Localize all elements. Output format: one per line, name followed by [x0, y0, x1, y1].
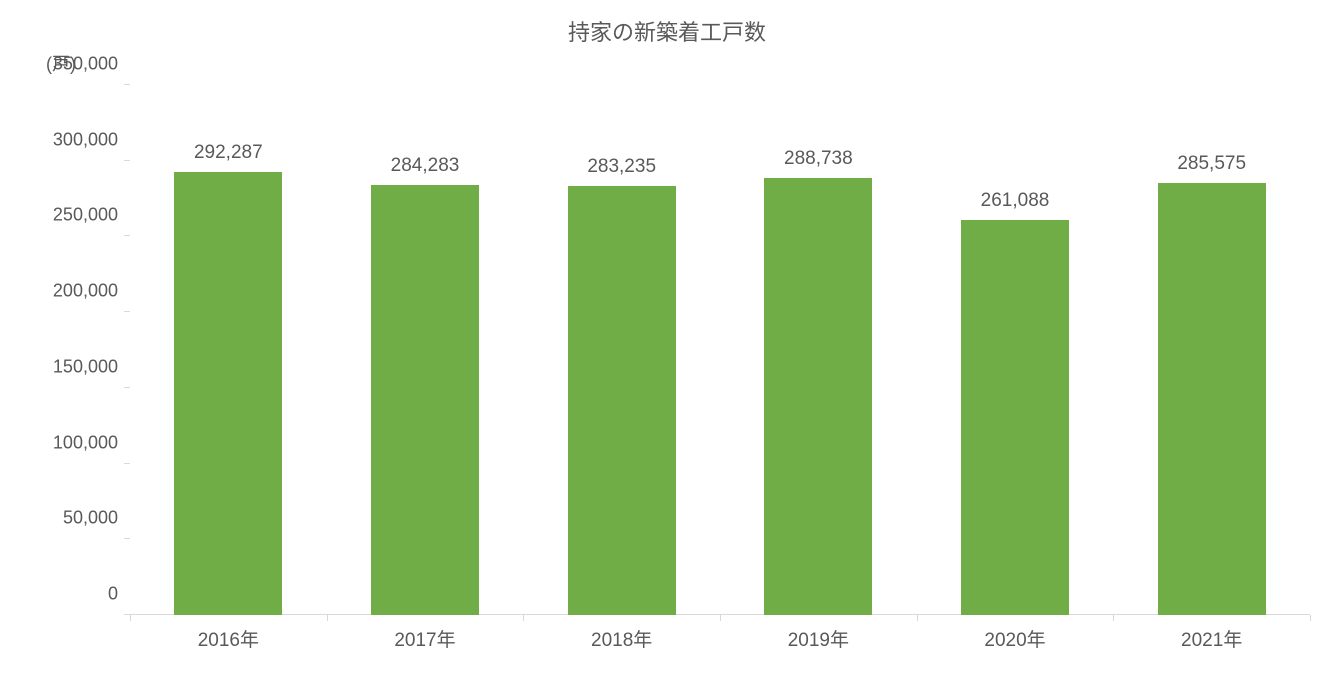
- bar-value-label: 283,235: [587, 156, 656, 178]
- x-category-label: 2020年: [984, 625, 1045, 652]
- x-tick-mark: [1113, 615, 1114, 621]
- x-tick-mark: [1310, 615, 1311, 621]
- x-tick-mark: [917, 615, 918, 621]
- bar-slot: 288,7382019年: [720, 85, 917, 615]
- y-tick-label: 150,000: [53, 356, 118, 377]
- chart-title: 持家の新築着工戸数: [568, 15, 766, 47]
- bar-slot: 285,5752021年: [1113, 85, 1310, 615]
- x-tick-mark: [720, 615, 721, 621]
- y-tick-label: 50,000: [63, 508, 118, 529]
- x-category-label: 2019年: [788, 625, 849, 652]
- bar: 285,575: [1158, 183, 1266, 615]
- bar-slot: 261,0882020年: [917, 85, 1114, 615]
- y-tick-label: 0: [108, 584, 118, 605]
- bar: 292,287: [174, 172, 282, 615]
- bar-value-label: 288,738: [784, 148, 853, 170]
- y-tick-label: 100,000: [53, 432, 118, 453]
- y-tick-label: 250,000: [53, 205, 118, 226]
- x-category-label: 2017年: [394, 625, 455, 652]
- x-tick-mark: [523, 615, 524, 621]
- y-tick-label: 300,000: [53, 129, 118, 150]
- plot-area: 050,000100,000150,000200,000250,000300,0…: [130, 85, 1310, 615]
- x-tick-mark: [130, 615, 131, 621]
- bars-container: 292,2872016年284,2832017年283,2352018年288,…: [130, 85, 1310, 615]
- bar-slot: 284,2832017年: [327, 85, 524, 615]
- y-tick-label: 200,000: [53, 281, 118, 302]
- bar-slot: 283,2352018年: [523, 85, 720, 615]
- x-tick-mark: [327, 615, 328, 621]
- bar-value-label: 284,283: [391, 155, 460, 177]
- bar: 288,738: [764, 178, 872, 615]
- bar-slot: 292,2872016年: [130, 85, 327, 615]
- bar-value-label: 261,088: [981, 190, 1050, 212]
- bar: 284,283: [371, 185, 479, 615]
- bar-value-label: 292,287: [194, 142, 263, 164]
- bar: 261,088: [961, 220, 1069, 615]
- bar-value-label: 285,575: [1177, 153, 1246, 175]
- x-category-label: 2016年: [198, 625, 259, 652]
- y-tick-label: 350,000: [53, 54, 118, 75]
- x-category-label: 2018年: [591, 625, 652, 652]
- bar: 283,235: [568, 186, 676, 615]
- x-category-label: 2021年: [1181, 625, 1242, 652]
